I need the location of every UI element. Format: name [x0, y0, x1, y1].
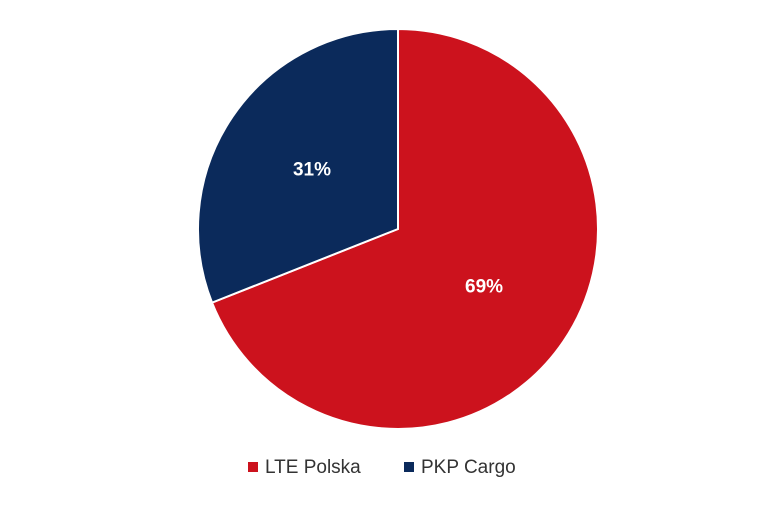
- value-label: 69%: [465, 276, 503, 297]
- value-label: 31%: [293, 160, 331, 181]
- pie-slice: [197, 27, 399, 304]
- legend-label: PKP Cargo: [421, 457, 516, 478]
- pie-slice: [210, 27, 599, 430]
- legend-swatch: [248, 462, 258, 472]
- legend-label: LTE Polska: [265, 457, 361, 478]
- legend-swatch: [404, 462, 414, 472]
